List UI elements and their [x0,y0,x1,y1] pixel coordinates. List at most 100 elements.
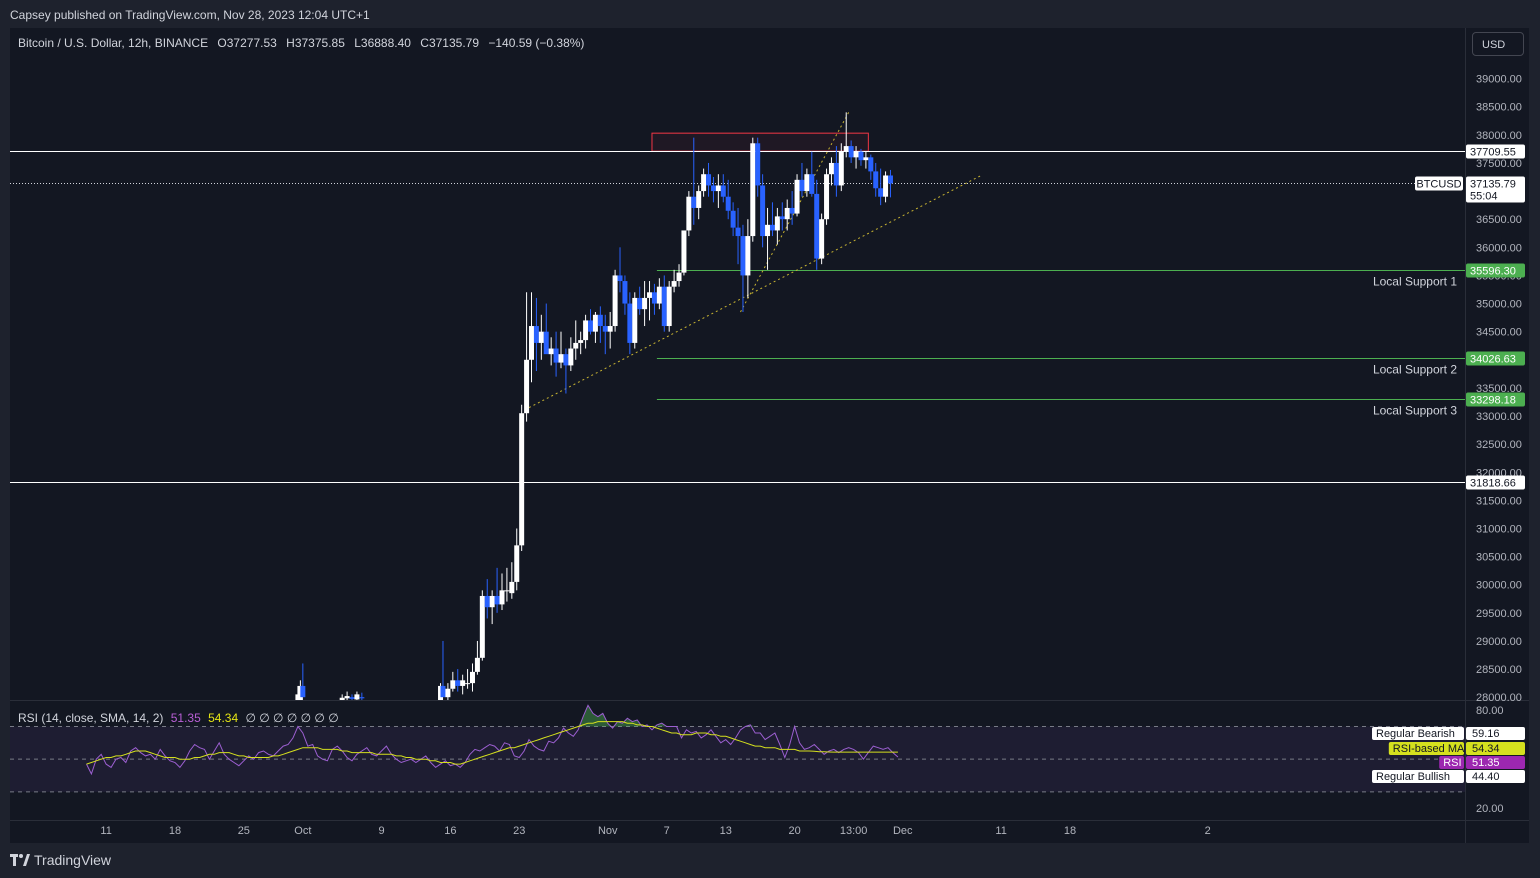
candle-down [494,595,500,605]
candle-down [706,174,712,186]
support-line-label: Local Support 2 [1373,363,1457,377]
rsi-marker-value-text: 59.16 [1472,728,1500,740]
candle-up [465,683,471,685]
price-axis-tick: 38000.00 [1476,130,1522,142]
price-axis-tick: 33500.00 [1476,383,1522,395]
candle-down [602,326,608,332]
current-price-tag-text: 37135.79 [1470,179,1516,191]
candle-up [774,216,780,231]
candle-up [666,286,672,327]
currency-button[interactable]: USD [1472,32,1524,56]
time-axis-tick: 25 [238,825,250,837]
rsi-marker-label [1388,742,1464,755]
legend-symbol[interactable]: Bitcoin / U.S. Dollar, 12h, BINANCE [18,36,209,50]
price-level-tag [1466,475,1525,490]
candle-up [489,595,495,608]
candle-up [819,219,825,259]
candle-up [701,174,707,192]
candle-down [769,224,775,231]
candle-up [647,292,653,298]
candle-up [469,671,475,684]
candle-down [651,292,657,304]
candle-down [755,143,761,186]
candle-up [474,657,480,672]
candle-up [765,224,771,237]
price-level-tag-text: 33298.18 [1470,395,1516,407]
time-axis-tick: 11 [995,825,1006,837]
candle-up [883,175,889,197]
candle-up [578,340,584,343]
candle-up [632,297,638,343]
candle-up [504,590,510,592]
time-axis-tick: Dec [893,825,913,837]
tradingview-logo-icon [10,854,30,866]
chart-frame[interactable]: 28000.00 28500.00 29000.00 29500.00 30000.00… [10,28,1529,843]
candle-up [558,354,564,363]
candle-down [553,348,559,363]
candle-up [514,545,520,582]
candle-up [450,680,456,689]
symbol-tag-text: BTCUSD [1416,179,1461,191]
bar-countdown-text: 55:04 [1470,191,1498,203]
price-axis-tick: 31500.00 [1476,495,1522,507]
candle-up [479,595,485,658]
symbol-legend: Bitcoin / U.S. Dollar, 12h, BINANCE O372… [18,36,590,50]
chart-canvas[interactable]: 28000.00 28500.00 29000.00 29500.00 30000.00… [10,28,1529,843]
support-line-label: Local Support 1 [1373,275,1457,289]
price-level-tag [1466,144,1525,159]
candle-up [642,297,648,310]
candle-down [760,185,766,237]
price-axis-tick: 30000.00 [1476,580,1522,592]
candle-up [838,151,844,186]
candle-down [661,286,667,327]
rsi-legend-label[interactable]: RSI (14, close, SMA, 14, 2) [18,711,164,725]
price-axis-tick: 39000.00 [1476,74,1522,86]
rsi-marker-value-text: 44.40 [1472,771,1500,783]
legend-open: O37277.53 [217,36,277,50]
candle-down [779,216,785,220]
rsi-legend-extra: ∅ ∅ ∅ ∅ ∅ ∅ ∅ [245,711,339,725]
time-axis-tick: 16 [444,825,456,837]
candle-up [863,157,869,161]
candle-down [637,297,643,310]
candle-down [878,188,884,197]
rsi-marker-label-text: RSI-based MA [1393,743,1465,755]
candle-down [349,697,355,699]
price-level-tag-text: 34026.63 [1470,354,1516,366]
time-axis-tick: 11 [100,825,111,837]
candle-down [455,680,461,686]
rsi-line [86,704,899,776]
chart-background [10,28,1529,843]
candle-down [720,185,726,197]
time-axis-tick: 13:00 [840,825,868,837]
price-axis-tick: 30500.00 [1476,552,1522,564]
rsi-marker-label [1372,770,1464,783]
candle-up [538,331,544,343]
candle-down [300,685,306,698]
candle-down [597,314,603,327]
candle-down [735,227,741,237]
candle-up [656,286,662,304]
candle-up [745,236,751,276]
time-axis-tick: Oct [294,825,311,837]
rsi-axis-tick: 20.00 [1476,803,1504,815]
time-axis-tick: 2 [1205,825,1211,837]
candle-down [873,171,879,189]
candle-up [676,272,682,282]
rsi-marker-label-text: RSI [1443,757,1461,769]
candle-up [824,174,830,220]
price-axis-tick: 34500.00 [1476,327,1522,339]
candle-up [804,174,810,192]
candle-up [681,230,687,273]
price-level-tag [1466,351,1525,366]
rsi-ma-line [86,721,898,765]
time-axis-tick: 7 [664,825,670,837]
legend-high: H37375.85 [286,36,345,50]
candle-up [573,342,579,349]
footer: TradingView [10,852,111,868]
candle-down [848,146,854,158]
candle-up [460,680,466,686]
candle-down [789,207,795,214]
candle-up [828,162,834,175]
price-axis-tick: 32500.00 [1476,439,1522,451]
